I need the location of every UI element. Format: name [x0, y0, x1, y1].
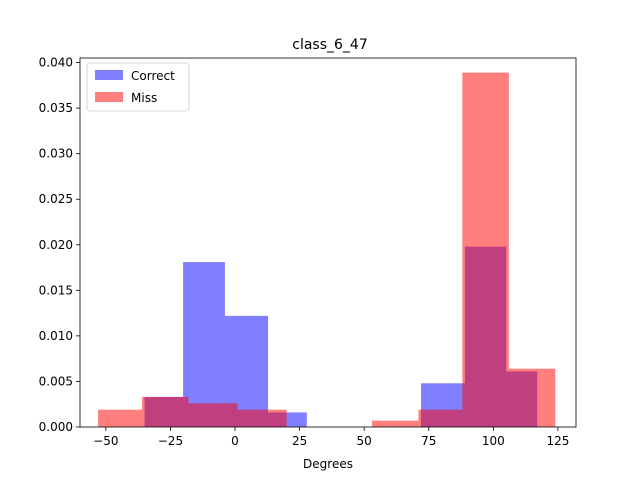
legend-swatch-correct	[95, 70, 123, 80]
legend: Correct Miss	[86, 62, 190, 112]
y-tick-label: 0.015	[39, 283, 73, 297]
y-tick-label: 0.030	[39, 147, 73, 161]
x-tick-label: 0	[231, 434, 239, 448]
bar-miss-2	[188, 403, 238, 427]
plot-frame	[79, 57, 577, 428]
y-tick-label: 0.025	[39, 192, 73, 206]
y-tick-label: 0.000	[39, 420, 73, 434]
bar-miss-3	[237, 409, 287, 427]
bar-miss-6	[462, 72, 509, 428]
bar-miss-0	[98, 409, 142, 427]
legend-label-miss: Miss	[131, 91, 157, 105]
bar-miss-4	[371, 420, 419, 427]
x-tick-label: 25	[292, 434, 307, 448]
y-tick-label: 0.035	[39, 101, 73, 115]
y-tick-label: 0.020	[39, 238, 73, 252]
chart-title: class_6_47	[292, 37, 367, 53]
bar-miss-1	[142, 396, 189, 427]
bar-miss-7	[508, 368, 556, 427]
x-tick-label: 75	[421, 434, 436, 448]
x-tick-label: 50	[357, 434, 372, 448]
x-tick-label: −25	[158, 434, 183, 448]
y-axis: 0.000 0.005 0.010 0.015 0.020 0.025 0.030 0.035…	[39, 56, 80, 434]
y-tick-label: 0.010	[39, 329, 73, 343]
bars-layer	[98, 72, 556, 428]
x-tick-label: 125	[546, 434, 569, 448]
y-tick-label: 0.040	[39, 56, 73, 70]
bar-miss-5	[418, 409, 463, 427]
legend-swatch-miss	[95, 92, 123, 102]
legend-label-correct: Correct	[131, 69, 175, 83]
x-tick-label: 100	[482, 434, 505, 448]
x-axis-label: Degrees	[303, 457, 353, 471]
y-tick-label: 0.005	[39, 374, 73, 388]
x-axis: −50 −25 0 25 50 75 100 125	[93, 427, 569, 448]
bar-correct-1	[183, 262, 225, 427]
x-tick-label: −50	[93, 434, 118, 448]
